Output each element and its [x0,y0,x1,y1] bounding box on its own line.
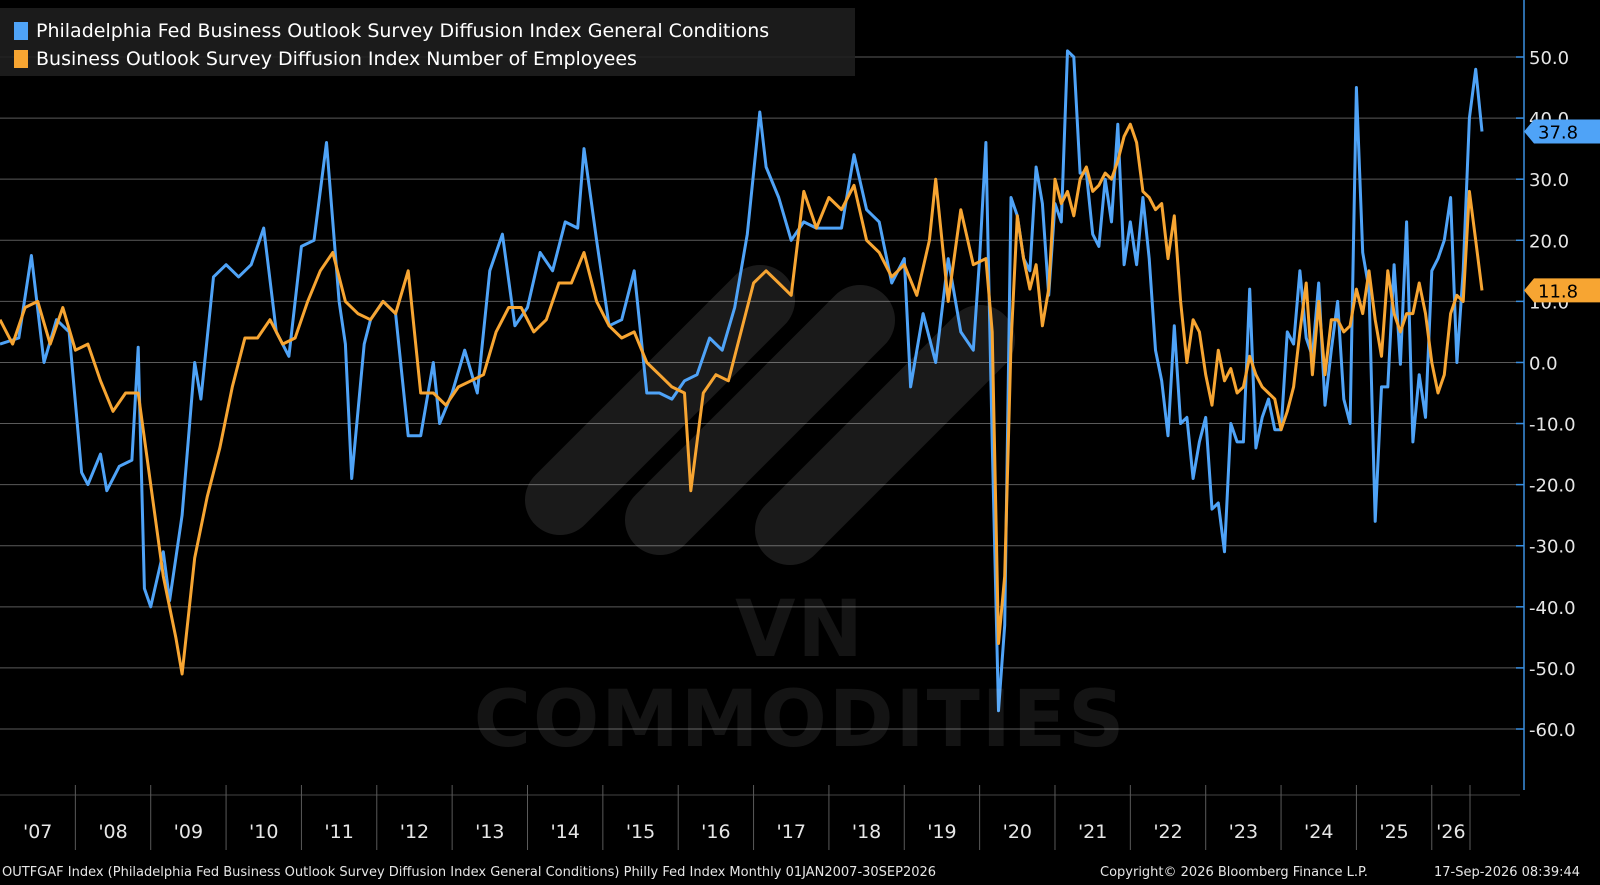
x-tick-label-17: '24 [1304,821,1333,843]
last-value-label-2: 11.8 [1538,281,1578,302]
x-tick-label-14: '21 [1078,821,1107,843]
x-tick-label-18: '25 [1379,821,1408,843]
x-tick-label-12: '19 [927,821,956,843]
legend-swatch-blue [14,22,28,40]
footer: OUTFGAF Index (Philadelphia Fed Business… [0,862,1600,884]
y-tick-label-9: -40.0 [1529,598,1576,619]
footer-timestamp: 17-Sep-2026 08:39:44 [1434,865,1581,880]
y-tick-label-7: -20.0 [1529,476,1576,497]
legend-item-employees: Business Outlook Survey Diffusion Index … [14,46,637,72]
watermark-logo [525,265,1015,565]
footer-copyright: Copyright© 2026 Bloomberg Finance L.P. [1100,865,1368,880]
x-tick-label-16: '23 [1229,821,1258,843]
y-tick-label-2: 30.0 [1529,170,1569,191]
x-tick-label-0: '07 [23,821,52,843]
legend-swatch-orange [14,50,28,68]
series-line-2 [0,122,1484,676]
y-tick-label-10: -50.0 [1529,659,1576,680]
legend-label-employees: Business Outlook Survey Diffusion Index … [36,48,637,70]
series-lines [0,49,1484,713]
x-tick-label-4: '11 [324,821,353,843]
y-tick-label-6: -10.0 [1529,415,1576,436]
x-axis: '07 '08 '09 '10 '11 '12 '13 '14 '15 '16 '17 '18 '19 '… [0,785,1520,850]
x-tick-label-13: '20 [1003,821,1032,843]
legend: Philadelphia Fed Business Outlook Survey… [0,8,855,76]
watermark-stroke-1 [625,285,895,555]
legend-item-general-conditions: Philadelphia Fed Business Outlook Survey… [14,18,769,44]
y-tick-label-8: -30.0 [1529,537,1576,558]
legend-label-general-conditions: Philadelphia Fed Business Outlook Survey… [36,20,770,42]
x-tick-label-6: '13 [475,821,504,843]
x-tick-label-10: '17 [777,821,806,843]
footer-description: OUTFGAF Index (Philadelphia Fed Business… [2,865,937,880]
y-tick-label-0: 50.0 [1529,48,1569,69]
x-tick-label-8: '15 [626,821,655,843]
x-tick-label-19: '26 [1436,821,1465,843]
y-tick-label-11: -60.0 [1529,720,1576,741]
x-tick-label-15: '22 [1153,821,1182,843]
gridlines [0,56,1520,730]
x-tick-label-11: '18 [852,821,881,843]
watermark-text: VN COMMODITIES [473,585,1127,765]
y-tick-label-5: 0.0 [1529,353,1558,374]
x-tick-label-2: '09 [174,821,203,843]
x-tick-label-7: '14 [550,821,579,843]
x-tick-label-3: '10 [249,821,278,843]
watermark-stroke-2 [755,305,1015,565]
last-value-label-1: 37.8 [1538,123,1578,144]
y-axis: 50.040.030.020.010.00.0-10.0-20.0-30.0-4… [1516,0,1600,790]
last-value-tag-1 [1524,119,1600,144]
last-value-tag-2 [1524,278,1600,303]
x-tick-label-1: '08 [98,821,127,843]
x-tick-label-5: '12 [400,821,429,843]
x-tick-label-9: '16 [701,821,730,843]
y-tick-label-3: 20.0 [1529,231,1569,252]
